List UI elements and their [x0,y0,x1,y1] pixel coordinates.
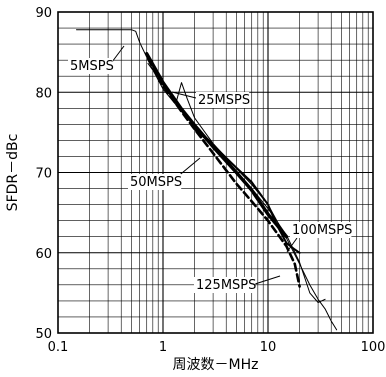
annotation-100msps-background [290,222,352,238]
series-line-100msps [193,128,301,254]
series-line-50msps [144,52,289,239]
y-axis-title: SFDR－dBc [5,134,21,212]
y-tick-labels: 50 60 70 80 90 [35,6,52,342]
annotation-layer: 5MSPS 25MSPS 50MSPS 100MSPS 125MSPS [68,45,352,293]
annotation-25msps-background [196,92,250,108]
x-tick-label: 100 [361,340,386,355]
annotation-25msps-leader [171,91,197,99]
annotation-5msps-background [68,58,113,74]
x-axis-title: 周波数－MHz [173,357,259,373]
annotation-50msps-background [128,174,182,190]
x-tick-label: 1 [159,340,167,355]
x-tick-label: 0.1 [48,340,69,355]
y-tick-label: 90 [35,6,52,21]
annotation-125msps-background [194,277,256,293]
x-tick-labels: 0.1 1 10 100 [48,340,386,355]
y-tick-label: 80 [35,86,52,101]
annotation-125msps-leader [254,275,281,285]
annotation-125msps-label: 125MSPS [196,278,256,293]
annotation-5msps-label: 5MSPS [70,59,114,74]
x-tick-label: 10 [260,340,277,355]
plot-frame [57,11,374,334]
annotation-50msps-label: 50MSPS [130,175,182,190]
annotation-5msps-leader [111,45,125,63]
annotation-100msps-leader [286,237,298,253]
y-tick-label: 70 [35,167,52,182]
series-line-125msps [146,57,301,288]
series-layer [76,29,338,331]
annotation-25msps-label: 25MSPS [198,93,250,108]
y-tick-label: 50 [35,327,52,342]
annotation-100msps-label: 100MSPS [292,223,352,238]
y-tick-label: 60 [35,247,52,262]
